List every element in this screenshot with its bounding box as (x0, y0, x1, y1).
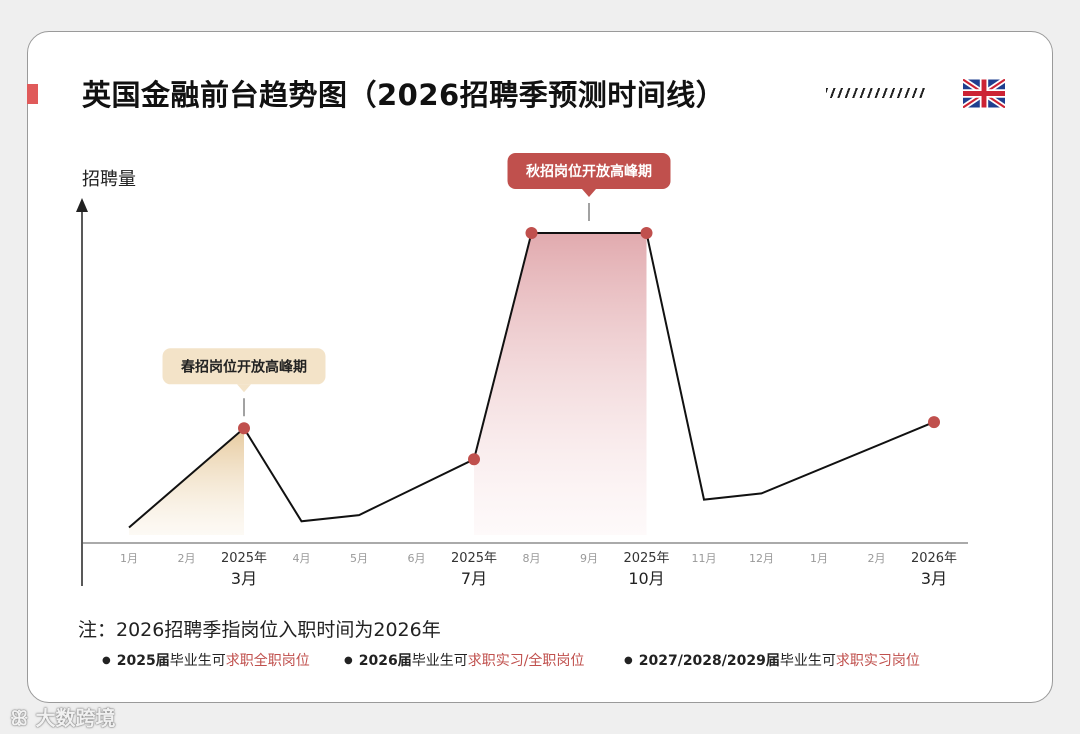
x-tick-label: 4月 (293, 552, 311, 565)
spring-highlight-area (129, 428, 244, 535)
x-tick-label: 5月 (350, 552, 368, 565)
spring-callout-label: 春招岗位开放高峰期 (180, 358, 307, 375)
accent-tab (27, 84, 38, 104)
bullet-bold: 2027/2028/2029届 (638, 653, 780, 669)
bullet-dot: ● (344, 655, 353, 666)
bullet-plain: 毕业生可 (779, 653, 836, 669)
x-tick-label: 1月 (120, 552, 138, 565)
x-tick-sublabel: 10月 (628, 569, 664, 588)
watermark-text: 大数跨境 (35, 706, 116, 730)
bullet-dot: ● (624, 655, 633, 666)
bullet-dot: ● (102, 655, 111, 666)
page-title: 英国金融前台趋势图（2026招聘季预测时间线） (82, 78, 726, 112)
bullet-red: 求职实习/全职岗位 (467, 653, 585, 669)
x-tick-label: 2025年 (623, 551, 669, 566)
hatch-decoration (826, 88, 926, 98)
x-tick-sublabel: 3月 (231, 569, 257, 588)
data-point (238, 422, 250, 435)
spring-callout-pointer (237, 384, 251, 393)
x-tick-sublabel: 7月 (461, 569, 487, 588)
bullet-bold: 2025届 (116, 653, 170, 669)
bullet-bold: 2026届 (358, 653, 412, 669)
x-tick-label: 9月 (580, 552, 598, 565)
watermark: ꕥ 大数跨境 (10, 702, 116, 731)
data-point (468, 453, 480, 466)
x-tick-label: 6月 (408, 552, 426, 565)
autumn-callout-pointer (582, 189, 596, 197)
y-axis-label: 招聘量 (82, 169, 136, 190)
x-tick-label: 2025年 (221, 551, 267, 566)
x-tick-label: 2026年 (911, 551, 957, 566)
watermark-icon: ꕥ (10, 706, 36, 730)
x-tick-label: 8月 (523, 552, 541, 565)
bullet-plain: 毕业生可 (169, 653, 226, 669)
autumn-highlight-area (474, 233, 647, 535)
uk-flag-icon (963, 79, 1005, 108)
data-point (640, 227, 653, 239)
data-point (928, 416, 940, 429)
y-axis-arrow (76, 198, 88, 212)
x-tick-label: 2月 (868, 552, 886, 565)
autumn-callout-label: 秋招岗位开放高峰期 (526, 163, 652, 180)
bullet-item: ● 2026届毕业生可求职实习/全职岗位 (344, 650, 584, 670)
autumn-callout-box (507, 153, 671, 189)
x-tick-label: 1月 (810, 552, 828, 565)
footnote: 注：2026招聘季指岗位入职时间为2026年 (78, 619, 441, 641)
bullet-plain: 毕业生可 (411, 653, 468, 669)
x-tick-label: 2月 (178, 552, 196, 565)
bullet-red: 求职全职岗位 (225, 653, 310, 669)
x-tick-sublabel: 3月 (921, 569, 947, 588)
x-tick-label: 11月 (692, 552, 717, 565)
spring-callout-box (162, 348, 326, 385)
bullet-item: ● 2027/2028/2029届毕业生可求职实习岗位 (624, 650, 920, 670)
trend-line (128, 232, 935, 529)
bullet-red: 求职实习岗位 (835, 653, 920, 669)
bullet-item: ● 2025届毕业生可求职全职岗位 (102, 650, 310, 670)
x-tick-label: 2025年 (451, 551, 497, 566)
x-tick-label: 12月 (749, 552, 774, 565)
data-point (525, 227, 538, 239)
